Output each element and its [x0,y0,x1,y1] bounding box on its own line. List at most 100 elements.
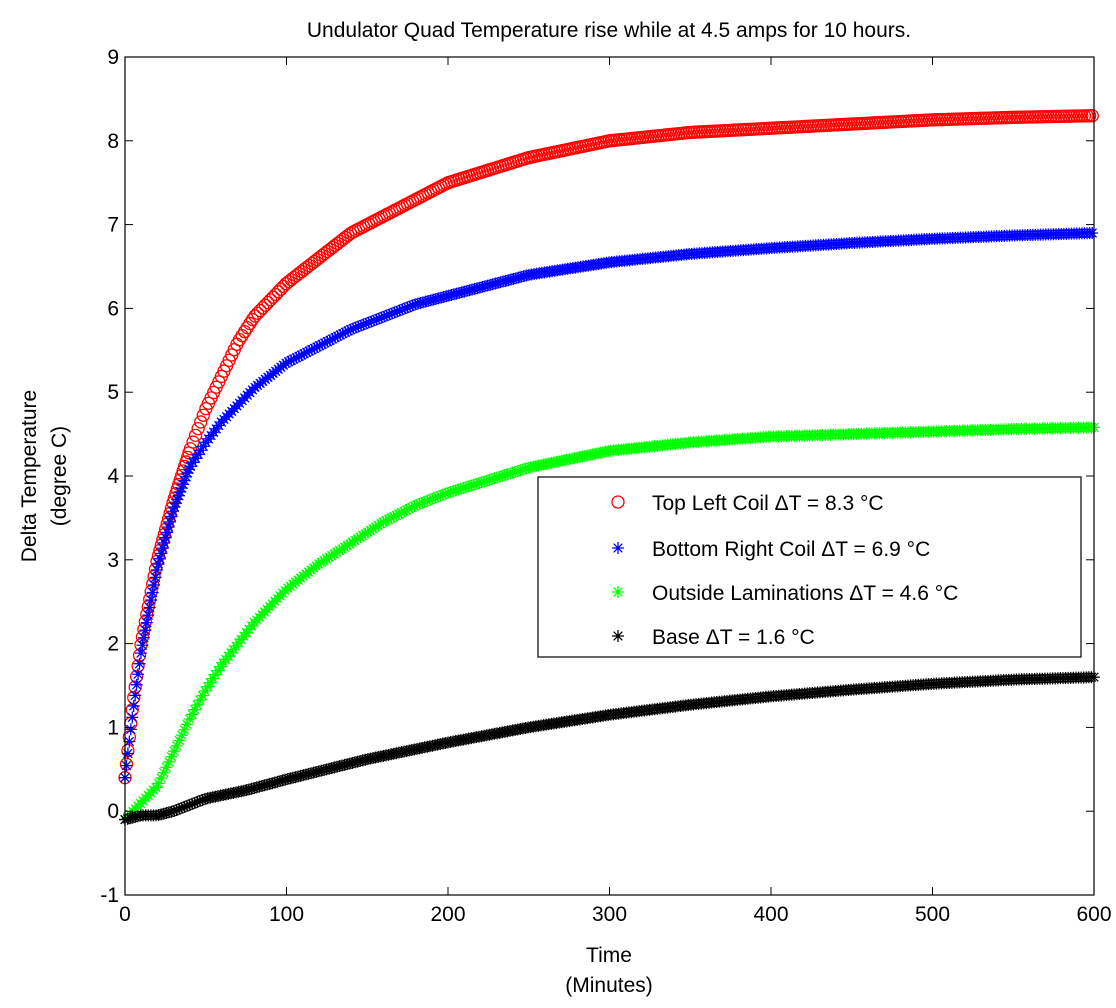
data-point [408,500,421,512]
data-point [445,288,458,301]
data-point [168,501,181,514]
x-tick-label: 100 [269,903,304,926]
data-point [385,512,398,525]
data-point [129,689,142,702]
data-point [416,496,429,509]
data-point [414,296,427,309]
data-point [410,498,423,511]
data-point [485,473,498,486]
data-point [444,485,457,498]
data-point [452,483,465,496]
x-axis-label-line2: (Minutes) [565,974,653,997]
legend: Top Left Coil ΔT = 8.3 °C Bottom Right C… [537,476,1082,658]
data-point [467,478,480,491]
legend-markers [611,495,625,642]
series-1 [119,227,1099,784]
data-point [162,521,175,534]
data-point [473,281,486,294]
data-point [199,684,212,697]
data-point [473,477,486,490]
data-point [166,505,179,518]
data-point [488,472,501,485]
data-point [463,284,476,297]
series-2 [119,421,1100,826]
data-point [455,286,468,299]
data-point [160,761,173,774]
data-point [512,271,525,284]
data-point [504,467,517,480]
legend-marker-3 [612,630,624,642]
data-point [478,475,491,488]
data-point [519,462,532,475]
data-point [450,287,463,300]
data-point [169,497,182,510]
data-point [431,490,444,503]
data-point [191,795,204,808]
data-point [470,477,483,490]
data-point [174,485,187,498]
data-point [146,586,159,599]
data-point [435,291,448,304]
data-point [453,286,466,299]
data-point [204,676,217,689]
data-point [149,571,162,584]
data-point [199,792,212,805]
data-point [164,515,177,528]
legend-label-top-left-coil: Top Left Coil ΔT = 8.3 °C [652,492,884,515]
data-point [298,347,311,360]
data-point [175,729,188,742]
data-point [263,777,276,790]
data-point [475,476,488,489]
data-point [261,778,274,791]
data-point [360,317,373,330]
data-point [156,542,169,555]
data-point [357,318,370,331]
data-point [388,306,401,319]
data-point [142,609,155,622]
data-point [457,481,470,494]
data-point [378,310,391,323]
data-point [509,272,522,285]
data-point [336,327,349,340]
data-point [131,810,144,823]
data-point [212,664,225,677]
data-point [404,300,417,313]
data-point [354,319,367,332]
data-point [196,408,210,422]
data-point [206,672,219,685]
data-point [352,320,365,333]
data-point [165,805,178,818]
data-point [468,282,481,295]
data-point [483,473,496,486]
data-point [313,339,326,352]
data-point [486,278,499,291]
data-point [494,276,507,289]
data-point [439,487,452,500]
data-point [258,779,271,792]
data-point [168,804,181,817]
data-point [127,699,140,712]
y-axis-label-line1: Delta Temperature [18,390,41,562]
data-point [243,783,256,796]
legend-marker-2 [612,586,624,598]
data-point [132,668,145,681]
data-point [271,775,284,788]
data-point [129,810,142,823]
data-point [162,806,175,819]
data-point [189,452,202,465]
data-point [326,332,339,345]
y-tick-label: 5 [107,381,119,404]
data-point [155,772,168,785]
data-point [161,526,174,539]
data-point [380,309,393,322]
data-point [305,343,318,356]
data-point [427,293,440,306]
data-point [331,330,344,343]
data-point [186,797,199,810]
data-point [188,703,201,716]
data-point [308,342,321,355]
legend-label-outside-laminations: Outside Laminations ΔT = 4.6 °C [652,582,958,605]
data-point [121,812,134,825]
data-point [434,489,447,502]
